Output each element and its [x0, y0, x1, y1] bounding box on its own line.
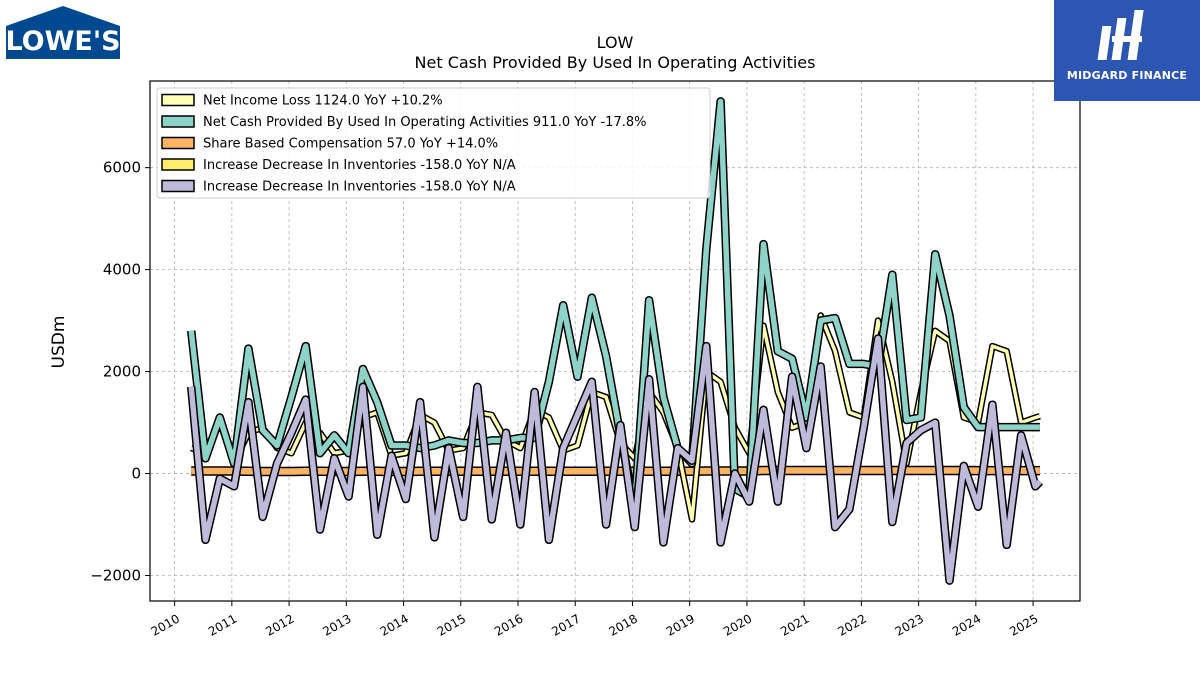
- lowes-house-icon: LOWE'S: [5, 6, 121, 59]
- x-tick-label: 2024: [950, 611, 983, 638]
- legend-entry: Increase Decrease In Inventories -158.0 …: [203, 158, 516, 173]
- chart-title: Net Cash Provided By Used In Operating A…: [415, 53, 816, 72]
- legend-box: [156, 87, 711, 199]
- x-tick-label: 2014: [378, 611, 411, 638]
- legend-entry: Share Based Compensation 57.0 YoY +14.0%: [203, 137, 498, 152]
- lowes-logo-text: LOWE'S: [6, 26, 120, 57]
- legend-entry: Increase Decrease In Inventories -158.0 …: [203, 180, 516, 195]
- legend-swatch: [161, 179, 195, 193]
- x-tick-label: 2025: [1007, 611, 1040, 638]
- x-tick-label: 2019: [664, 611, 697, 638]
- series-lines: [186, 97, 1043, 585]
- x-tick-label: 2017: [549, 611, 582, 638]
- y-tick-label: 6000: [103, 159, 141, 177]
- legend-entry: Net Income Loss 1124.0 YoY +10.2%: [203, 94, 443, 109]
- legend-swatch: [161, 93, 195, 107]
- legend-swatch: [161, 136, 195, 150]
- x-tick-label: 2016: [492, 611, 525, 638]
- x-tick-label: 2021: [778, 611, 811, 638]
- x-tick-label: 2020: [721, 611, 754, 638]
- chart-ticker: LOW: [597, 33, 634, 52]
- legend: Net Income Loss 1124.0 YoY +10.2% Net Cas…: [156, 87, 711, 199]
- x-tick-label: 2010: [149, 611, 182, 638]
- y-tick-label: −2000: [90, 567, 141, 585]
- x-tick-label: 2013: [320, 611, 353, 638]
- y-axis-label: USDm: [49, 316, 69, 369]
- y-tick-label: 0: [131, 465, 141, 483]
- legend-entry: Net Cash Provided By Used In Operating A…: [203, 115, 646, 130]
- x-tick-label: 2015: [435, 611, 468, 638]
- y-tick-label: 4000: [103, 261, 141, 279]
- midgard-logo-text: MIDGARD FINANCE: [1066, 69, 1188, 82]
- plot-frame: [149, 80, 1081, 602]
- x-tick-label: 2023: [893, 611, 926, 638]
- midgard-emblem-icon: [1097, 10, 1144, 60]
- x-tick-label: 2022: [835, 611, 868, 638]
- series-line: [188, 335, 1042, 584]
- x-tick-label: 2011: [206, 611, 239, 638]
- x-tick-label: 2012: [263, 611, 296, 638]
- legend-swatch: [161, 158, 195, 171]
- legend-swatch: [161, 115, 195, 128]
- x-tick-label: 2018: [607, 611, 640, 638]
- y-tick-label: 2000: [103, 363, 141, 381]
- midgard-logo: MIDGARD FINANCE: [1054, 0, 1200, 101]
- lowes-logo: LOWE'S: [5, 6, 121, 59]
